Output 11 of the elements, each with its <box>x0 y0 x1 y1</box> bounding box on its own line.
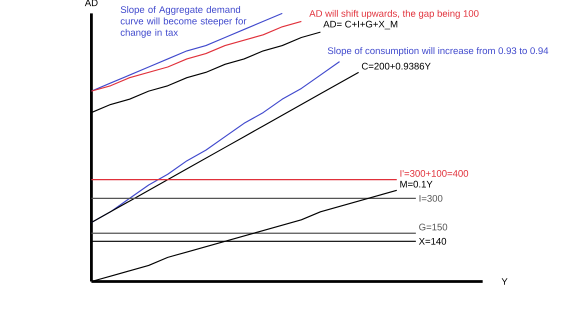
x-axis-title: Y <box>502 278 508 285</box>
series-label: I'=300+100=400 <box>400 170 468 177</box>
series-label: G=150 <box>419 224 448 230</box>
annotation: AD will shift upwards, the gap being 100 <box>309 10 479 19</box>
series-label: C=200+0.9386Y <box>362 62 431 70</box>
series-label: AD= C+I+G+X_M <box>323 20 398 30</box>
annotation: Slope of Aggregate demand curve will become steeper for change in tax <box>120 6 246 38</box>
series-label: M=0.1Y <box>400 180 433 188</box>
series-label: I=300 <box>420 194 442 202</box>
series-label: X=140 <box>418 238 446 245</box>
annotation: Slope of consumption will increase from 0.93 to 0.94 <box>328 47 548 56</box>
